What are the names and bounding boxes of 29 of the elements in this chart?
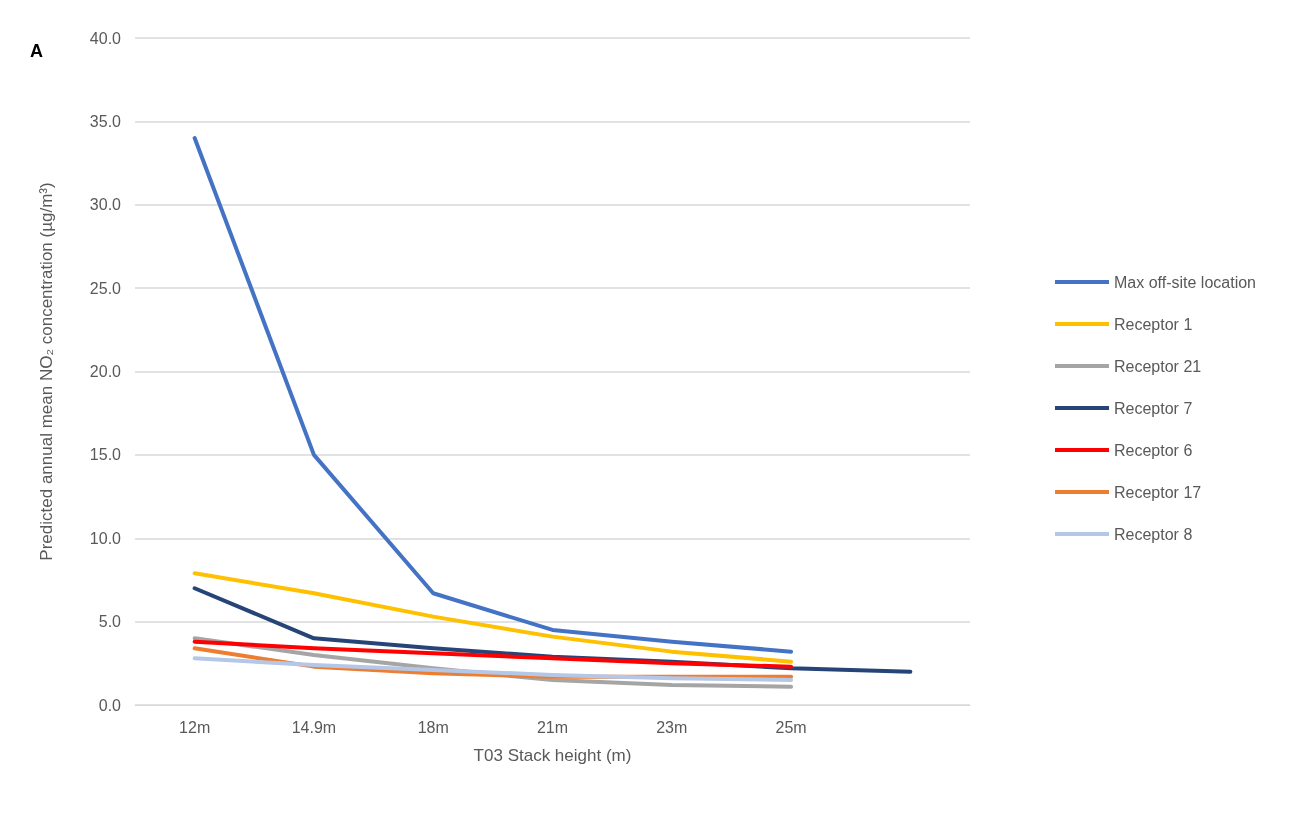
- legend-label: Max off-site location: [1114, 273, 1257, 291]
- x-tick-label: 21m: [536, 718, 569, 736]
- text: A: [30, 41, 43, 61]
- x-tick-label: 18m: [417, 718, 449, 736]
- x-axis-title: T03 Stack height (m): [473, 746, 632, 765]
- line-series: [192, 639, 794, 669]
- x-tick-label: 23m: [656, 718, 688, 736]
- legend-label: Receptor 17: [1114, 483, 1202, 501]
- x-tick-label: 12m: [179, 718, 211, 736]
- y-tick-label: 20.0: [89, 363, 122, 380]
- legend-label: Receptor 21: [1114, 357, 1202, 375]
- legend-label: Receptor 1: [1114, 315, 1193, 333]
- line-series: [192, 136, 794, 654]
- y-tick-label: 5.0: [98, 613, 122, 631]
- y-tick-label: 40.0: [89, 29, 122, 47]
- y-tick-label: 25.0: [89, 279, 122, 297]
- y-tick-label: 10.0: [89, 529, 122, 547]
- legend-label: Receptor 8: [1114, 525, 1193, 543]
- y-tick-label: 15.0: [89, 446, 122, 464]
- x-tick-label: 25m: [775, 718, 807, 736]
- y-tick-label: 30.0: [89, 196, 122, 214]
- x-tick-label: 14.9m: [291, 718, 337, 736]
- y-tick-label: 0.0: [98, 696, 122, 714]
- y-axis-title: Predicted annual mean NO₂ concentration (µg/m³): [37, 182, 56, 561]
- legend-label: Receptor 7: [1114, 399, 1193, 417]
- line-series: [192, 656, 794, 682]
- legend-label: Receptor 6: [1114, 441, 1193, 459]
- line-series: [192, 571, 794, 664]
- y-tick-label: 35.0: [89, 112, 122, 130]
